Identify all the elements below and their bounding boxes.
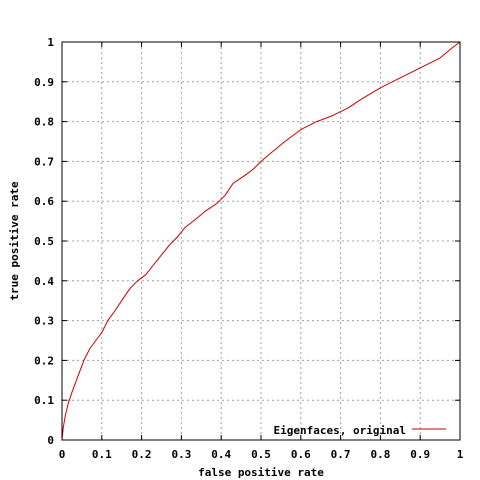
legend: Eigenfaces, original: [274, 424, 446, 437]
y-tick-label: 0.2: [34, 354, 54, 367]
x-tick-label: 0.5: [251, 448, 271, 461]
y-tick-label: 0.5: [34, 235, 54, 248]
x-tick-label: 0.2: [132, 448, 152, 461]
x-tick-labels: 0 0.1 0.2 0.3 0.4 0.5 0.6 0.7 0.8 0.9 1: [59, 448, 464, 461]
y-tick-label: 0.4: [34, 275, 54, 288]
x-tick-label: 0.9: [410, 448, 430, 461]
x-tick-label: 0.6: [291, 448, 311, 461]
y-tick-label: 0.3: [34, 315, 54, 328]
series-line-eigenfaces-original: [61, 41, 461, 441]
y-tick-label: 1: [47, 36, 54, 49]
y-tick-labels: 0 0.1 0.2 0.3 0.4 0.5 0.6 0.7 0.8 0.9 1: [34, 36, 54, 447]
y-tick-label: 0.6: [34, 195, 54, 208]
y-tick-label: 0: [47, 434, 54, 447]
grid: [62, 42, 460, 440]
x-tick-label: 0.8: [370, 448, 390, 461]
legend-label: Eigenfaces, original: [274, 424, 406, 437]
x-tick-label: 0: [59, 448, 66, 461]
x-tick-label: 0.3: [171, 448, 191, 461]
x-tick-label: 0.1: [92, 448, 112, 461]
y-tick-label: 0.9: [34, 76, 54, 89]
series-layer: [61, 41, 461, 441]
y-tick-label: 0.8: [34, 116, 54, 129]
x-tick-label: 1: [457, 448, 464, 461]
y-axis-label: true positive rate: [8, 181, 21, 301]
plot-frame: [61, 41, 461, 441]
x-tick-label: 0.4: [211, 448, 231, 461]
y-tick-label: 0.1: [34, 394, 54, 407]
y-tick-label: 0.7: [34, 155, 54, 168]
x-axis-label: false positive rate: [198, 466, 324, 479]
x-tick-label: 0.7: [331, 448, 351, 461]
